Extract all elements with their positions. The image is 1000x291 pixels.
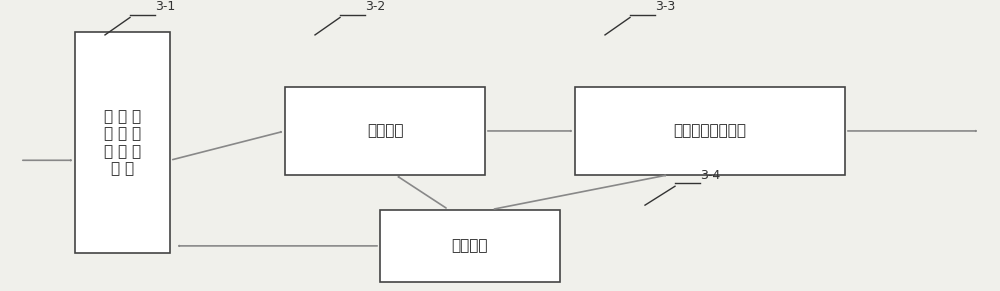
Text: 3-4: 3-4 xyxy=(700,169,720,182)
Text: 监控电脑: 监控电脑 xyxy=(367,123,403,139)
Text: 第二电流变送导线: 第二电流变送导线 xyxy=(674,123,746,139)
Bar xyxy=(75,32,170,253)
Text: 第 一 电
流 变 送
传 送 接
收 器: 第 一 电 流 变 送 传 送 接 收 器 xyxy=(104,109,141,176)
Bar xyxy=(285,87,485,175)
Text: 第二电源: 第二电源 xyxy=(452,238,488,253)
Text: 3-1: 3-1 xyxy=(155,0,175,13)
Text: 3-2: 3-2 xyxy=(365,0,385,13)
Bar xyxy=(575,87,845,175)
Text: 3-3: 3-3 xyxy=(655,0,675,13)
Bar xyxy=(380,210,560,282)
